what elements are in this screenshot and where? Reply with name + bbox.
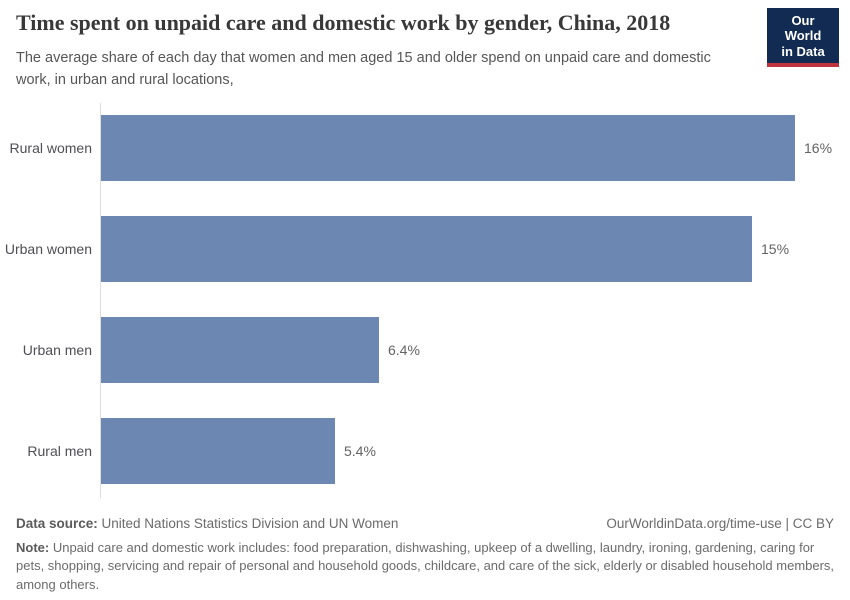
owid-logo-line2: in Data xyxy=(781,43,825,59)
data-source-text: United Nations Statistics Division and U… xyxy=(97,516,399,531)
category-label: Rural men xyxy=(27,443,92,459)
category-label: Urban women xyxy=(4,241,92,257)
bar xyxy=(101,216,752,282)
owid-logo-line1: Our World xyxy=(784,13,822,44)
data-source-line: Data source: United Nations Statistics D… xyxy=(16,516,398,531)
bar xyxy=(101,418,335,484)
value-label: 5.4% xyxy=(344,443,376,459)
category-label: Urban men xyxy=(22,342,92,358)
note-line: Note: Unpaid care and domestic work incl… xyxy=(16,539,836,594)
note-text: Unpaid care and domestic work includes: … xyxy=(16,540,835,592)
bar xyxy=(101,115,795,181)
y-axis-line xyxy=(100,103,101,498)
bar xyxy=(101,317,379,383)
note-label: Note: xyxy=(16,540,50,555)
value-label: 15% xyxy=(761,241,790,257)
category-label: Rural women xyxy=(9,140,92,156)
owid-logo[interactable]: Our World in Data xyxy=(767,8,839,67)
chart-title: Time spent on unpaid care and domestic w… xyxy=(16,10,671,35)
chart-subtitle: The average share of each day that women… xyxy=(16,50,711,88)
value-label: 16% xyxy=(804,140,833,156)
attribution-link[interactable]: OurWorldinData.org/time-use | CC BY xyxy=(606,516,834,531)
data-source-label: Data source: xyxy=(16,516,98,531)
value-label: 6.4% xyxy=(388,342,420,358)
